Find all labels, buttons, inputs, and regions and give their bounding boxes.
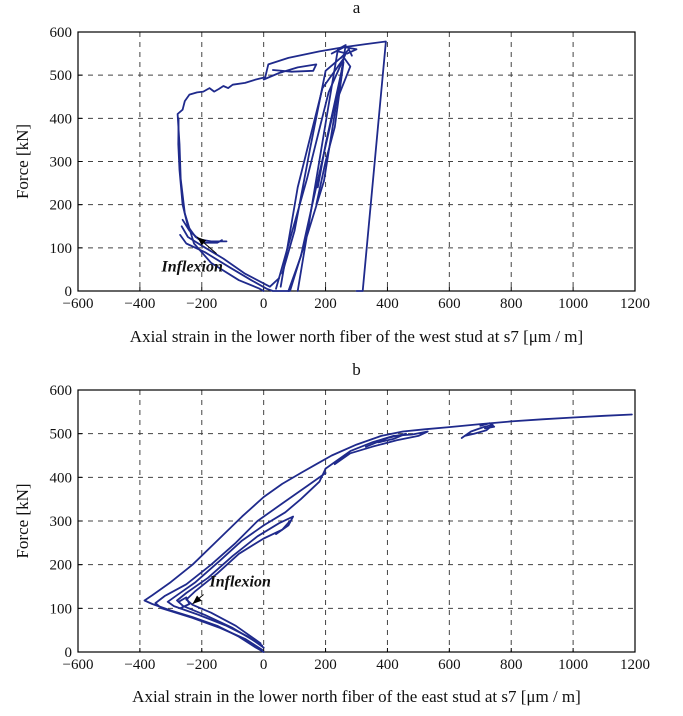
series-line [340, 48, 353, 59]
x-tick-label: 1000 [558, 657, 588, 673]
series-line [179, 44, 347, 292]
series-line [330, 46, 358, 55]
y-tick-label: 500 [50, 427, 73, 443]
x-tick-label: 200 [314, 296, 337, 312]
y-tick-label: 400 [50, 111, 73, 127]
x-tick-label: 400 [376, 657, 399, 673]
x-tick-label: −200 [186, 296, 217, 312]
y-tick-label: 0 [65, 284, 73, 300]
panel-b: −600 −400 −200 0 200 400 600 800 1000 1200 0 100 200… [13, 360, 650, 706]
series-line [364, 432, 407, 448]
x-tick-label: 1200 [620, 657, 650, 673]
panel-a: −600 −400 −200 0 200 400 600 800 1000 1200 0 100 200… [13, 0, 650, 346]
series-line [315, 61, 345, 206]
y-tick-label: 600 [50, 25, 73, 41]
y-axis-label: Force [kN] [13, 483, 32, 558]
series-line [279, 57, 352, 292]
x-tick-label: −200 [186, 657, 217, 673]
y-tick-label: 500 [50, 68, 73, 84]
y-tick-label: 100 [50, 601, 73, 617]
y-tick-label: 300 [50, 155, 73, 171]
series-line [180, 225, 280, 288]
series-line [479, 422, 496, 430]
x-tick-label: 600 [438, 296, 461, 312]
series-line [262, 63, 318, 81]
y-tick-label: 200 [50, 198, 73, 214]
x-axis-label: Axial strain in the lower north fiber of… [130, 327, 583, 346]
x-tick-label: 800 [500, 296, 523, 312]
y-tick-label: 100 [50, 241, 73, 257]
y-tick-label: 0 [65, 645, 73, 661]
annotation-label: Inflexion [209, 574, 271, 591]
y-axis-label: Force [kN] [13, 124, 32, 199]
y-tick-label: 300 [50, 514, 73, 530]
series-line [176, 515, 294, 647]
x-tick-label: −400 [124, 296, 155, 312]
x-tick-label: 800 [500, 657, 523, 673]
x-tick-label: 400 [376, 296, 399, 312]
y-tick-label: 200 [50, 558, 73, 574]
series-line [177, 596, 191, 610]
annotation-label: Inflexion [161, 259, 223, 276]
x-tick-label: −400 [124, 657, 155, 673]
annotation-arrowhead [197, 237, 207, 246]
series-line [185, 520, 291, 645]
series-line [154, 472, 327, 651]
series-line [275, 52, 347, 290]
x-tick-label: 0 [260, 296, 268, 312]
series-line [166, 467, 327, 649]
x-tick-label: 600 [438, 657, 461, 673]
panel-title: a [353, 0, 361, 17]
x-tick-label: 200 [314, 657, 337, 673]
panel-title: b [352, 360, 361, 379]
x-tick-label: −600 [63, 657, 94, 673]
x-tick-label: −600 [63, 296, 94, 312]
annotation-arrowhead [192, 595, 202, 604]
x-tick-label: 1200 [620, 296, 650, 312]
x-axis-label: Axial strain in the lower north fiber of… [132, 687, 581, 706]
y-tick-label: 400 [50, 470, 73, 486]
x-tick-label: 0 [260, 657, 268, 673]
series-line [324, 430, 429, 470]
x-tick-label: 1000 [558, 296, 588, 312]
series-line [460, 424, 494, 439]
series-line [177, 117, 223, 244]
y-tick-label: 600 [50, 383, 73, 399]
